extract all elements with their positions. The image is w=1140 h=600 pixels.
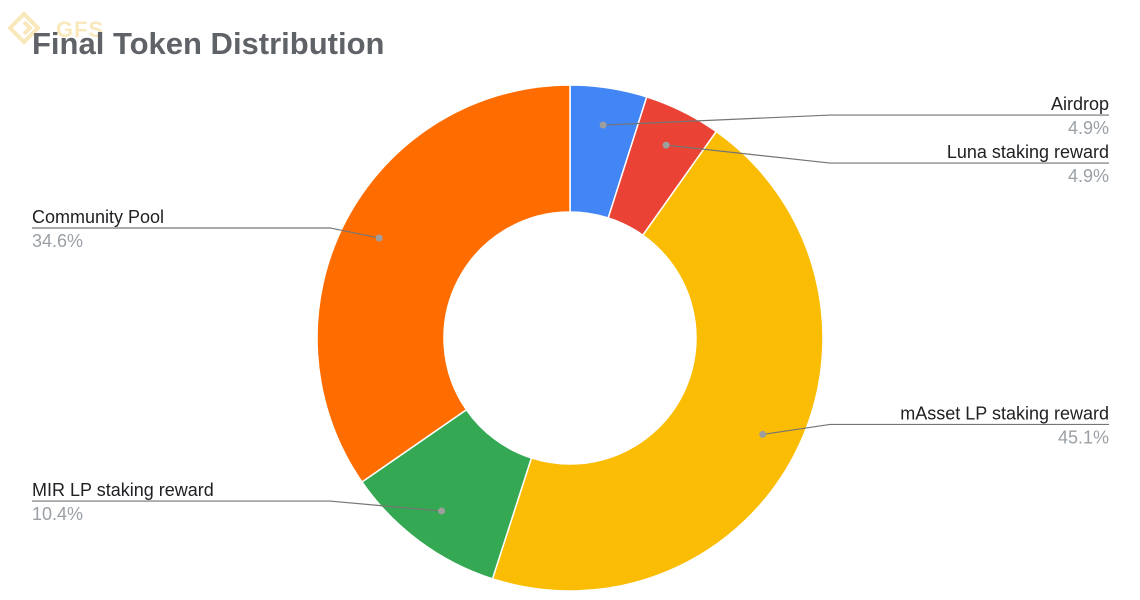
- leader-dot-masset-lp-staking-reward: [759, 430, 767, 438]
- label-luna-staking-reward: Luna staking reward: [947, 142, 1109, 162]
- leader-community-pool: [32, 227, 380, 239]
- slice-community-pool: [316, 84, 571, 484]
- leader-dot-airdrop: [599, 121, 607, 129]
- leader-luna-staking-reward: [666, 144, 1109, 164]
- label-masset-lp-staking-reward: mAsset LP staking reward: [900, 403, 1109, 423]
- leader-masset-lp-staking-reward: [762, 423, 1109, 436]
- leader-dot-luna-staking-reward: [662, 141, 670, 149]
- label-mir-lp-staking-reward: MIR LP staking reward: [32, 480, 214, 500]
- label-airdrop: Airdrop: [1051, 94, 1109, 114]
- watermark-logo: GFS: [7, 11, 104, 45]
- watermark-logo-mark: [7, 11, 41, 45]
- leader-mir-lp-staking-reward: [32, 500, 442, 512]
- slice-masset-lp-staking-reward: [491, 130, 824, 592]
- value-label-airdrop: 4.9%: [1068, 118, 1109, 138]
- leader-dot-community-pool: [375, 234, 383, 242]
- value-label-masset-lp-staking-reward: 45.1%: [1058, 427, 1109, 447]
- chart-title: Final Token Distribution: [32, 26, 385, 61]
- label-community-pool: Community Pool: [32, 207, 164, 227]
- value-label-community-pool: 34.6%: [32, 231, 83, 251]
- leader-airdrop: [603, 114, 1109, 126]
- leader-dot-mir-lp-staking-reward: [438, 507, 446, 515]
- value-label-luna-staking-reward: 4.9%: [1068, 166, 1109, 186]
- slice-labels: Airdrop 4.9% Luna staking reward 4.9% mAsset…: [32, 94, 1109, 524]
- value-label-mir-lp-staking-reward: 10.4%: [32, 504, 83, 524]
- label-leaders: [32, 114, 1109, 515]
- donut-slices: [316, 84, 824, 592]
- watermark-text: GFS: [56, 17, 104, 42]
